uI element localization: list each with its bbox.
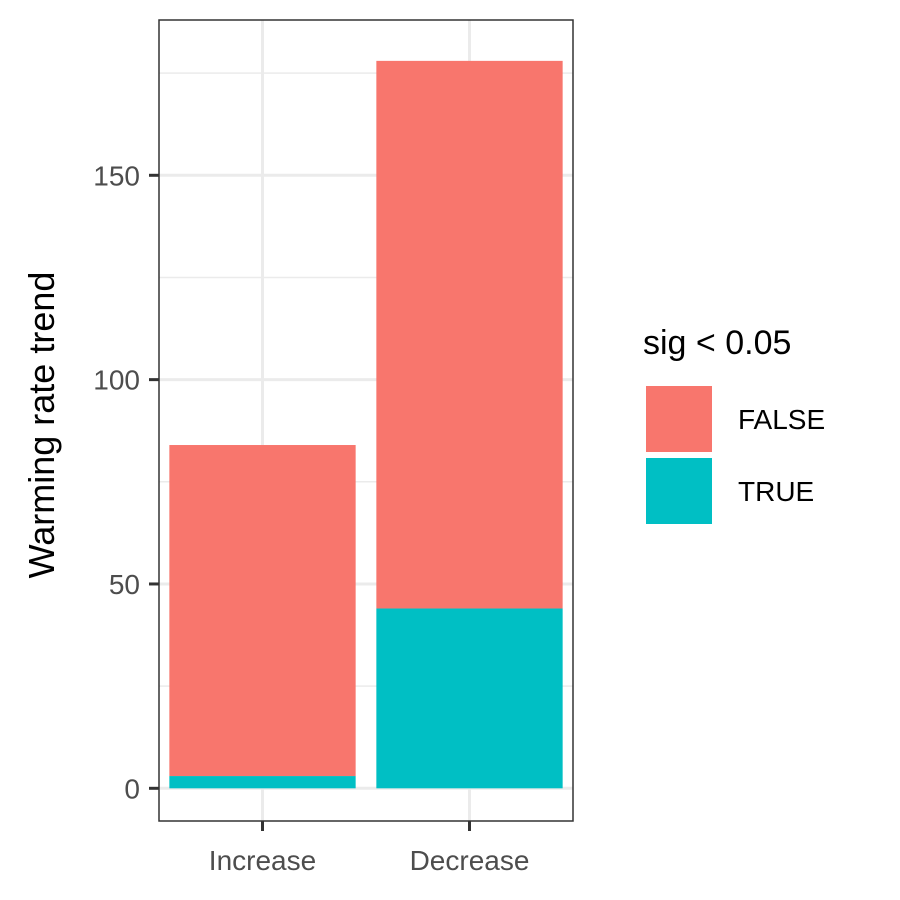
bar-increase-false <box>169 445 356 777</box>
bar-decrease-true <box>376 608 563 789</box>
legend-title: sig < 0.05 <box>643 324 791 362</box>
y-tick-label-2: 100 <box>93 365 140 396</box>
x-axis: Increase Decrease <box>209 821 530 876</box>
y-axis-title: Warming rate trend <box>21 272 62 579</box>
legend-label-false: FALSE <box>738 404 825 435</box>
y-tick-label-0: 0 <box>124 773 140 804</box>
bars <box>169 60 563 789</box>
legend-key-false <box>646 386 712 452</box>
y-tick-label-1: 50 <box>109 569 140 600</box>
panel-border <box>158 19 574 822</box>
legend-label-true: TRUE <box>738 476 814 507</box>
x-tick-label-decrease: Decrease <box>410 845 530 876</box>
y-axis: 0 50 100 150 <box>93 160 159 804</box>
y-tick-label-3: 150 <box>93 160 140 191</box>
legend-key-true <box>646 458 712 524</box>
bar-increase-true <box>169 776 356 789</box>
bar-decrease-false <box>376 60 563 609</box>
legend: sig < 0.05 FALSE TRUE <box>643 324 825 524</box>
x-tick-label-increase: Increase <box>209 845 316 876</box>
